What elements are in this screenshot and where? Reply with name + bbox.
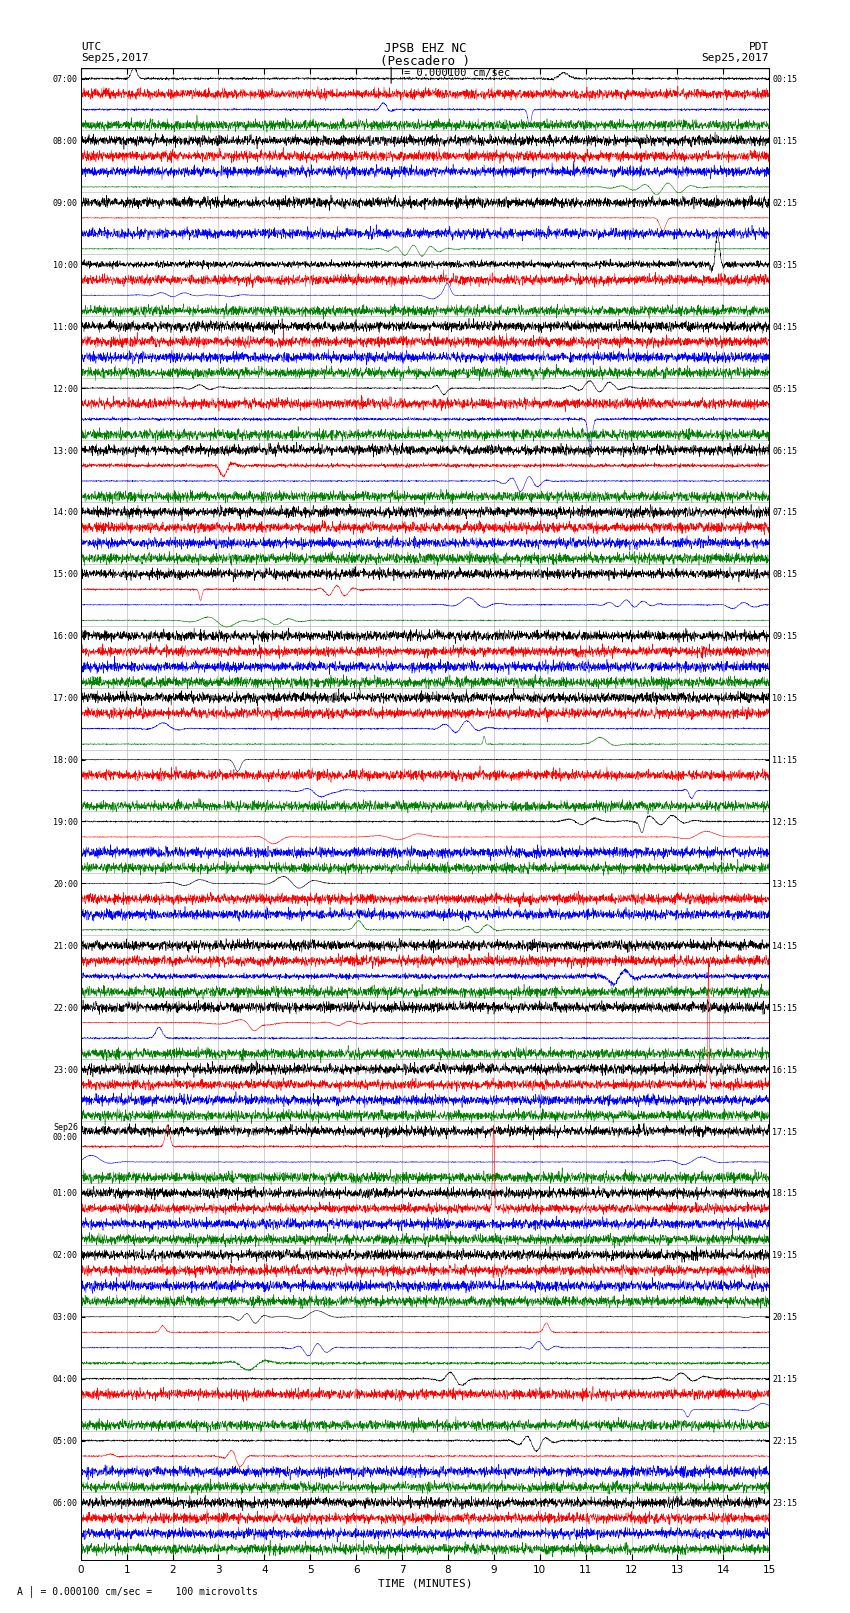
X-axis label: TIME (MINUTES): TIME (MINUTES) [377, 1579, 473, 1589]
Text: (Pescadero ): (Pescadero ) [380, 55, 470, 68]
Text: Sep25,2017: Sep25,2017 [702, 53, 769, 63]
Text: PDT: PDT [749, 42, 769, 52]
Text: JPSB EHZ NC: JPSB EHZ NC [383, 42, 467, 55]
Text: UTC: UTC [81, 42, 101, 52]
Text: │: │ [387, 66, 395, 82]
Text: Sep25,2017: Sep25,2017 [81, 53, 148, 63]
Text: A │ = 0.000100 cm/sec =    100 microvolts: A │ = 0.000100 cm/sec = 100 microvolts [17, 1586, 258, 1597]
Text: = 0.000100 cm/sec: = 0.000100 cm/sec [404, 68, 510, 77]
